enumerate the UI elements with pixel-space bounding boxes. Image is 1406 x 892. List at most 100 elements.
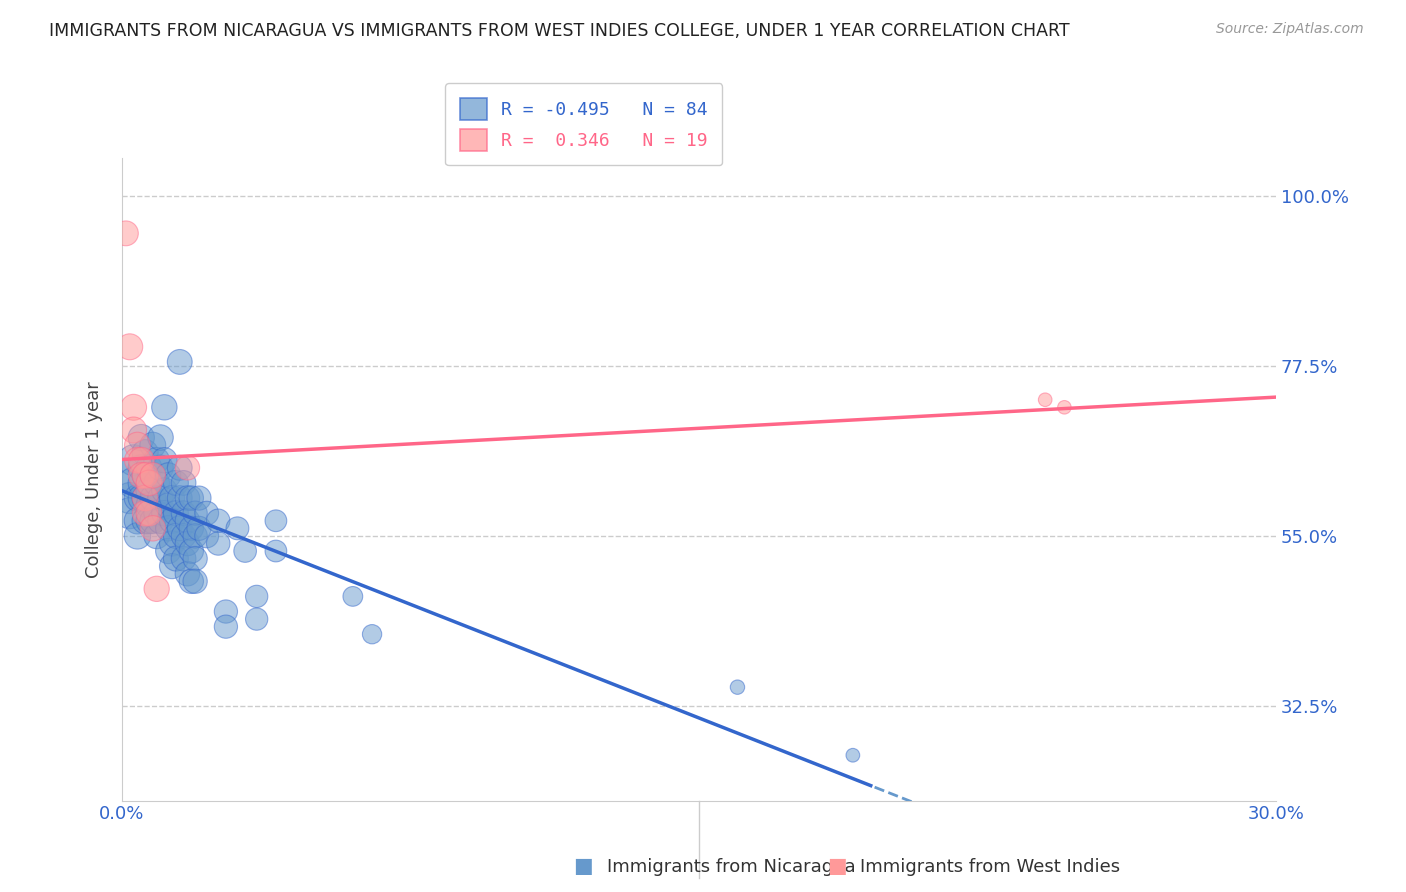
Point: [1033, 392, 1056, 407]
Point: [145, 506, 167, 520]
Point: [115, 468, 138, 483]
Point: [149, 431, 172, 445]
Point: [145, 529, 167, 543]
Point: [169, 521, 191, 535]
Point: [134, 506, 156, 520]
Point: [165, 529, 187, 543]
Point: [122, 453, 145, 467]
Point: [180, 574, 202, 589]
Point: [127, 514, 149, 528]
Point: [127, 529, 149, 543]
Point: [129, 468, 152, 483]
Point: [145, 475, 167, 490]
Point: [184, 551, 207, 566]
Point: [153, 506, 176, 520]
Text: Source: ZipAtlas.com: Source: ZipAtlas.com: [1216, 22, 1364, 37]
Point: [165, 506, 187, 520]
Point: [173, 475, 195, 490]
Point: [169, 355, 191, 369]
Point: [160, 559, 183, 574]
Point: [118, 491, 141, 505]
Point: [138, 506, 160, 520]
Point: [264, 544, 287, 558]
Point: [122, 401, 145, 415]
Point: [134, 491, 156, 505]
Point: [118, 340, 141, 354]
Point: [165, 551, 187, 566]
Point: [122, 475, 145, 490]
Point: [180, 521, 202, 535]
Point: [342, 590, 364, 604]
Text: ■: ■: [574, 856, 593, 876]
Point: [195, 506, 218, 520]
Point: [145, 453, 167, 467]
Point: [153, 401, 176, 415]
Point: [173, 551, 195, 566]
Point: [180, 491, 202, 505]
Point: [169, 460, 191, 475]
Point: [233, 544, 256, 558]
Text: IMMIGRANTS FROM NICARAGUA VS IMMIGRANTS FROM WEST INDIES COLLEGE, UNDER 1 YEAR C: IMMIGRANTS FROM NICARAGUA VS IMMIGRANTS …: [49, 22, 1070, 40]
Point: [727, 680, 749, 694]
Point: [157, 521, 180, 535]
Point: [176, 536, 198, 550]
Text: Immigrants from Nicaragua: Immigrants from Nicaragua: [607, 858, 856, 876]
Point: [134, 514, 156, 528]
Point: [176, 491, 198, 505]
Point: [145, 582, 167, 596]
Point: [176, 566, 198, 581]
Point: [842, 748, 865, 763]
Point: [226, 521, 249, 535]
Point: [176, 460, 198, 475]
Point: [246, 590, 269, 604]
Point: [138, 475, 160, 490]
Point: [188, 491, 211, 505]
Point: [361, 627, 384, 641]
Point: [134, 468, 156, 483]
Point: [157, 544, 180, 558]
Point: [118, 506, 141, 520]
Point: [1053, 401, 1076, 415]
Point: [134, 468, 156, 483]
Point: [173, 506, 195, 520]
Point: [142, 468, 165, 483]
Point: [246, 612, 269, 626]
Point: [142, 468, 165, 483]
Point: [264, 514, 287, 528]
Point: [160, 536, 183, 550]
Point: [138, 460, 160, 475]
Point: [149, 460, 172, 475]
Point: [138, 483, 160, 498]
Point: [142, 491, 165, 505]
Point: [149, 491, 172, 505]
Point: [184, 506, 207, 520]
Point: [129, 475, 152, 490]
Point: [115, 227, 138, 241]
Point: [153, 453, 176, 467]
Point: [134, 491, 156, 505]
Point: [160, 514, 183, 528]
Point: [127, 491, 149, 505]
Point: [129, 431, 152, 445]
Point: [142, 521, 165, 535]
Text: ■: ■: [827, 856, 846, 876]
Point: [215, 605, 238, 619]
Point: [184, 529, 207, 543]
Point: [160, 491, 183, 505]
Point: [142, 438, 165, 452]
Point: [149, 514, 172, 528]
Point: [207, 536, 229, 550]
Point: [165, 475, 187, 490]
Point: [184, 574, 207, 589]
Point: [142, 514, 165, 528]
Point: [169, 491, 191, 505]
Point: [176, 514, 198, 528]
Point: [180, 544, 202, 558]
Point: [134, 445, 156, 459]
Point: [195, 529, 218, 543]
Point: [138, 499, 160, 513]
Point: [173, 529, 195, 543]
Point: [129, 460, 152, 475]
Point: [153, 483, 176, 498]
Point: [129, 491, 152, 505]
